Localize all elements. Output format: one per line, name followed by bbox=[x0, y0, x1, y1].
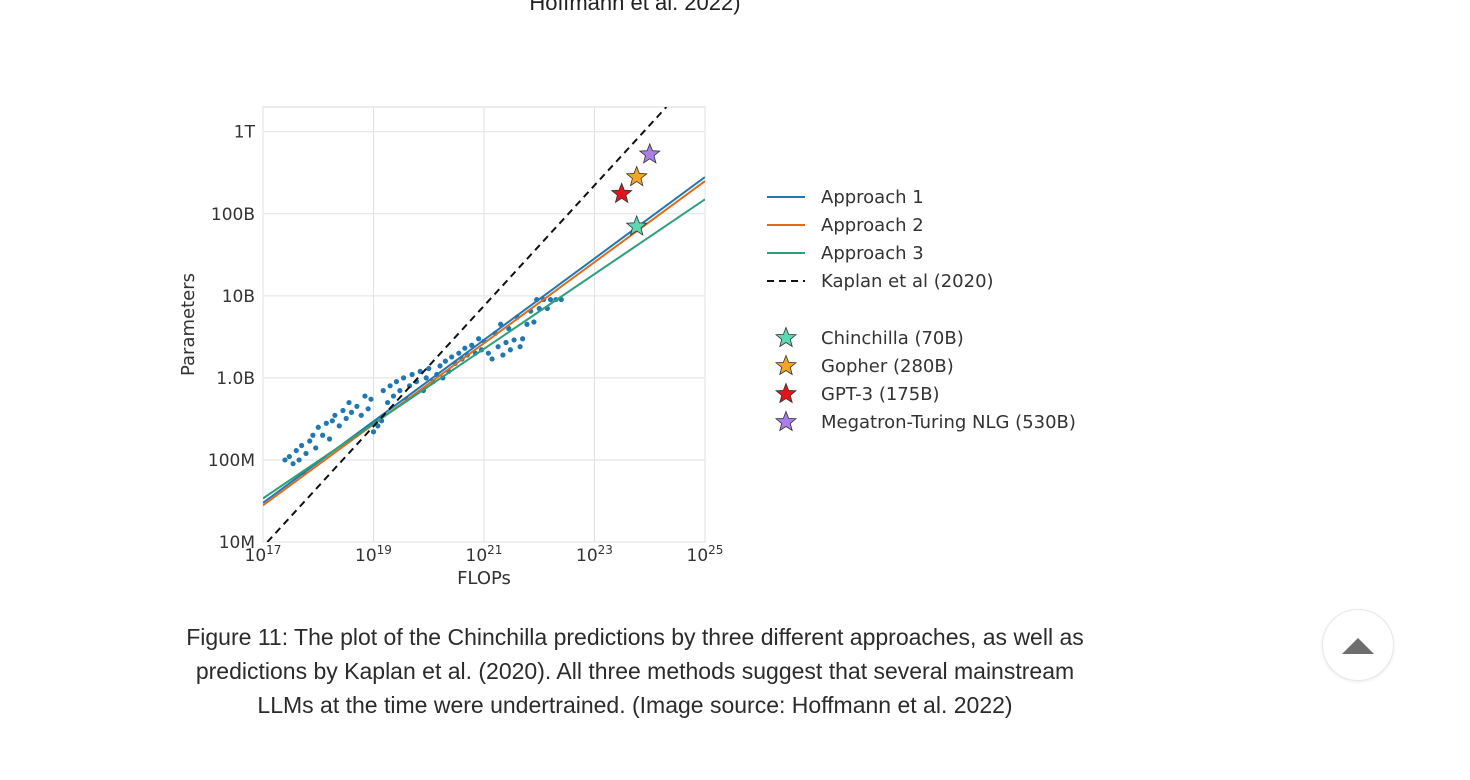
scatter-point-27 bbox=[370, 429, 377, 435]
scatter-point-63 bbox=[489, 356, 495, 362]
scatter-point-16 bbox=[332, 412, 338, 418]
scatter-point-3 bbox=[293, 447, 299, 454]
scatter-point-1 bbox=[286, 453, 292, 460]
scatter-point-8 bbox=[307, 438, 313, 444]
legend-label-2: Approach 3 bbox=[821, 243, 924, 264]
scroll-to-top-button[interactable] bbox=[1322, 609, 1394, 681]
scatter-point-31 bbox=[385, 399, 391, 406]
scatter-point-34 bbox=[393, 379, 400, 385]
scatter-point-0 bbox=[282, 457, 288, 463]
legend-label-3: Kaplan et al (2020) bbox=[821, 271, 994, 292]
scatter-point-67 bbox=[500, 352, 506, 358]
legend-star-label-1: Gopher (280B) bbox=[821, 356, 954, 377]
scatter-point-39 bbox=[409, 371, 415, 378]
scatter-point-70 bbox=[507, 347, 513, 353]
series-line-1 bbox=[263, 180, 705, 507]
x-axis-label: FLOPs bbox=[457, 568, 511, 589]
scatter-point-62 bbox=[485, 350, 491, 356]
scatter-point-30 bbox=[380, 387, 386, 394]
scatter-point-49 bbox=[442, 358, 448, 364]
y-tick-label-2: 1.0B bbox=[216, 369, 255, 389]
legend-star-2 bbox=[774, 382, 798, 404]
model-star-2 bbox=[610, 182, 633, 204]
legend-star-label-2: GPT-3 (175B) bbox=[821, 384, 940, 405]
scatter-point-23 bbox=[358, 412, 364, 418]
scatter-point-11 bbox=[315, 424, 321, 430]
triangle-up-icon bbox=[1342, 638, 1374, 654]
figure-caption: Figure 11: The plot of the Chinchilla pr… bbox=[186, 624, 1084, 718]
scatter-point-57 bbox=[469, 342, 475, 348]
scatter-point-43 bbox=[423, 375, 429, 381]
legend-label-1: Approach 2 bbox=[821, 215, 924, 236]
scatter-point-35 bbox=[397, 387, 403, 394]
scatter-point-14 bbox=[326, 436, 333, 442]
scatter-point-59 bbox=[476, 336, 482, 342]
legend-star-0 bbox=[774, 326, 798, 348]
scatter-point-20 bbox=[346, 399, 352, 406]
scatter-point-2 bbox=[290, 461, 296, 467]
scatter-point-7 bbox=[303, 450, 309, 457]
scatter-point-71 bbox=[511, 337, 517, 343]
scatter-point-82 bbox=[547, 296, 554, 303]
scatter-point-25 bbox=[365, 406, 371, 412]
scatter-point-32 bbox=[387, 383, 393, 389]
scatter-point-17 bbox=[336, 423, 342, 429]
scatter-point-26 bbox=[368, 396, 374, 402]
legend-star-3 bbox=[774, 410, 798, 432]
scatter-point-10 bbox=[313, 445, 319, 451]
legend-star-label-3: Megatron-Turing NLG (530B) bbox=[821, 412, 1076, 433]
y-tick-label-1: 100M bbox=[208, 451, 255, 471]
scatter-point-55 bbox=[462, 345, 468, 351]
chinchilla-chart: 1017 1019 1021 1023 1025 10M 100M 1.0B 10B 100B 1T… bbox=[178, 106, 1076, 589]
scatter-point-73 bbox=[517, 344, 523, 350]
x-tick-label-1: 1019 bbox=[355, 543, 392, 566]
x-tick-label-4: 1025 bbox=[687, 543, 724, 566]
model-star-1 bbox=[625, 165, 648, 187]
legend-label-0: Approach 1 bbox=[821, 187, 924, 208]
scatter-point-65 bbox=[495, 344, 501, 350]
x-tick-label-2: 1021 bbox=[466, 543, 503, 566]
scatter-point-75 bbox=[524, 321, 530, 327]
scatter-point-9 bbox=[310, 432, 316, 438]
scatter-point-44 bbox=[426, 365, 432, 372]
scatter-point-12 bbox=[320, 432, 326, 438]
scatter-point-18 bbox=[340, 407, 346, 414]
legend-star-label-0: Chinchilla (70B) bbox=[821, 328, 964, 349]
scatter-point-51 bbox=[449, 354, 455, 360]
model-star-0 bbox=[625, 214, 648, 236]
y-tick-label-3: 10B bbox=[222, 287, 255, 307]
series-line-3 bbox=[266, 107, 668, 542]
scatter-point-15 bbox=[329, 418, 335, 424]
scatter-point-13 bbox=[323, 420, 329, 426]
legend-star-1 bbox=[774, 354, 798, 376]
y-tick-label-4: 100B bbox=[211, 205, 255, 225]
scatter-point-33 bbox=[390, 393, 397, 399]
x-tick-label-0: 1017 bbox=[245, 543, 282, 566]
scatter-point-5 bbox=[299, 442, 305, 449]
y-axis-label: Parameters bbox=[178, 273, 199, 376]
scatter-point-77 bbox=[531, 319, 537, 325]
scatter-point-4 bbox=[296, 457, 302, 463]
scatter-point-22 bbox=[354, 403, 360, 409]
scatter-point-53 bbox=[456, 350, 462, 356]
series-line-2 bbox=[263, 198, 705, 500]
scatter-point-36 bbox=[400, 375, 407, 381]
scatter-point-24 bbox=[362, 393, 368, 399]
x-tick-label-3: 1023 bbox=[576, 543, 613, 566]
scatter-point-68 bbox=[503, 339, 509, 346]
model-star-3 bbox=[638, 142, 661, 164]
scatter-point-74 bbox=[520, 336, 526, 342]
scatter-point-47 bbox=[437, 363, 443, 369]
scatter-point-21 bbox=[348, 409, 355, 415]
scatter-point-28 bbox=[375, 423, 381, 429]
y-tick-label-5: 1T bbox=[234, 123, 256, 143]
scatter-point-19 bbox=[343, 415, 349, 422]
plot-content bbox=[263, 107, 705, 542]
y-tick-label-0: 10M bbox=[219, 533, 255, 553]
previous-caption-fragment: Hoffmann et al. 2022) bbox=[529, 0, 741, 15]
